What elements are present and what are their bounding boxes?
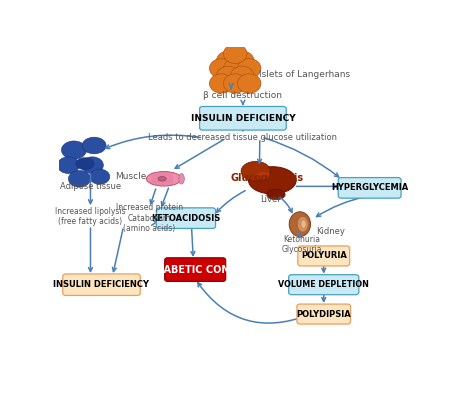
FancyBboxPatch shape xyxy=(156,208,216,228)
Circle shape xyxy=(210,74,233,93)
Text: β cell destruction: β cell destruction xyxy=(203,91,283,100)
Text: VOLUME DEPLETION: VOLUME DEPLETION xyxy=(278,280,369,289)
Circle shape xyxy=(223,44,247,64)
Ellipse shape xyxy=(82,157,103,173)
Ellipse shape xyxy=(82,137,106,154)
Circle shape xyxy=(237,59,261,78)
Ellipse shape xyxy=(90,169,110,184)
FancyBboxPatch shape xyxy=(289,275,359,295)
Circle shape xyxy=(223,74,247,93)
Ellipse shape xyxy=(76,158,94,170)
Text: HYPERGLYCEMIA: HYPERGLYCEMIA xyxy=(331,184,408,193)
Ellipse shape xyxy=(256,172,271,180)
Text: INSULIN DEFICIENCY: INSULIN DEFICIENCY xyxy=(191,114,295,123)
Circle shape xyxy=(217,66,240,86)
FancyBboxPatch shape xyxy=(338,178,401,198)
Ellipse shape xyxy=(267,189,285,200)
Ellipse shape xyxy=(158,176,166,181)
Ellipse shape xyxy=(301,220,306,228)
Circle shape xyxy=(223,59,247,78)
Text: DIABETIC COMA: DIABETIC COMA xyxy=(152,264,238,275)
Ellipse shape xyxy=(241,162,271,181)
Circle shape xyxy=(217,51,240,70)
Ellipse shape xyxy=(57,157,80,173)
Ellipse shape xyxy=(248,167,296,194)
Text: Islets of Langerhans: Islets of Langerhans xyxy=(259,70,351,79)
Ellipse shape xyxy=(289,212,310,237)
Text: KETOACIDOSIS: KETOACIDOSIS xyxy=(151,214,220,223)
Text: Increased protein
Catabolism
(amino acids): Increased protein Catabolism (amino acid… xyxy=(116,203,183,233)
Circle shape xyxy=(230,66,254,86)
Text: Kidney: Kidney xyxy=(316,227,345,236)
FancyBboxPatch shape xyxy=(297,304,351,324)
Ellipse shape xyxy=(146,171,182,186)
Circle shape xyxy=(210,59,233,78)
FancyBboxPatch shape xyxy=(298,246,350,266)
FancyBboxPatch shape xyxy=(200,107,286,130)
Text: Liver: Liver xyxy=(260,195,281,204)
Circle shape xyxy=(230,51,254,70)
Text: Leads to decreased tissue glucose utilization: Leads to decreased tissue glucose utiliz… xyxy=(148,134,337,142)
FancyBboxPatch shape xyxy=(164,258,226,281)
Ellipse shape xyxy=(68,171,91,187)
FancyBboxPatch shape xyxy=(63,274,140,296)
Text: Ketonuria
Glycosuria: Ketonuria Glycosuria xyxy=(282,235,322,254)
Text: POLYDIPSIA: POLYDIPSIA xyxy=(296,310,351,319)
Text: Glucogenesis: Glucogenesis xyxy=(230,173,303,183)
Circle shape xyxy=(237,74,261,93)
Text: Increased lipolysis
(free fatty acids): Increased lipolysis (free fatty acids) xyxy=(55,207,126,226)
Text: INSULIN DEFICIENCY: INSULIN DEFICIENCY xyxy=(54,280,149,289)
Text: Adipose tissue: Adipose tissue xyxy=(60,182,121,191)
Ellipse shape xyxy=(179,173,184,184)
Text: Muscle: Muscle xyxy=(115,172,146,180)
Text: POLYURIA: POLYURIA xyxy=(301,252,346,261)
Ellipse shape xyxy=(62,141,86,159)
Ellipse shape xyxy=(297,216,308,232)
